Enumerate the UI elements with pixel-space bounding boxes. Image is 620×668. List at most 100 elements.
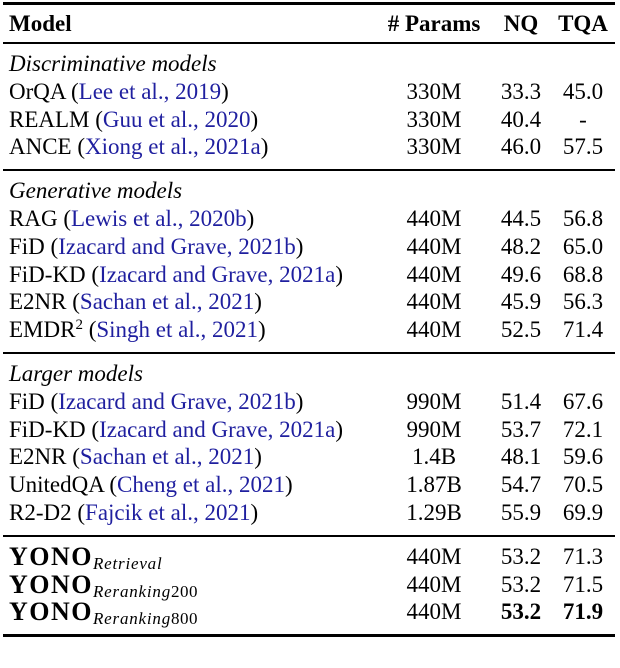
params-value: 440M — [406, 543, 462, 569]
table-row: ANCE (Xiong et al., 2021a) 330M 46.0 57.5 — [3, 133, 615, 161]
col-header-tqa: TQA — [558, 10, 608, 36]
citation-link[interactable]: Fajcik et al., 2021 — [85, 499, 251, 525]
nq-value: 53.7 — [500, 416, 542, 442]
model-name: R2-D2 — [9, 499, 72, 525]
nq-value: 49.6 — [500, 261, 542, 287]
citation-link[interactable]: Guu et al., 2020 — [102, 106, 251, 132]
model-name: REALM — [9, 106, 90, 132]
params-value: 1.87B — [406, 472, 462, 498]
tqa-value: 56.3 — [562, 289, 604, 315]
params-value: 440M — [406, 233, 462, 259]
model-name: RAG — [9, 205, 58, 231]
model-subscript-number: 200 — [171, 581, 199, 601]
citation-link[interactable]: Izacard and Grave, 2021b — [58, 388, 296, 414]
model-cell: YONORetrieval — [3, 541, 377, 573]
params-value: 440M — [406, 599, 462, 625]
model-superscript: 2 — [75, 317, 83, 334]
tqa-value: 70.5 — [562, 472, 604, 498]
citation-link[interactable]: Sachan et al., 2021 — [79, 444, 255, 470]
tqa-value: 71.5 — [562, 571, 604, 597]
tqa-value: 72.1 — [562, 416, 604, 442]
citation-link[interactable]: Lee et al., 2019 — [78, 78, 222, 104]
params-value: 1.4B — [411, 444, 457, 470]
model-subscript: Reranking — [93, 581, 172, 601]
params-value: 440M — [406, 571, 462, 597]
table-body: Discriminative models OrQA (Lee et al., 2… — [3, 44, 615, 634]
params-value: 1.29B — [406, 499, 462, 525]
table-section: Larger models FiD (Izacard and Grave, 202… — [3, 354, 615, 537]
model-name: ANCE — [9, 134, 72, 160]
table-row: FiD (Izacard and Grave, 2021b) 990M 51.4 67… — [3, 388, 615, 416]
params-value: 330M — [406, 78, 462, 104]
citation-link[interactable]: Lewis et al., 2020b — [70, 205, 247, 231]
model-cell: ANCE (Xiong et al., 2021a) — [9, 134, 269, 160]
nq-value: 53.2 — [500, 599, 542, 625]
table-row: YONORetrieval 440M 53.2 71.3 — [3, 541, 615, 573]
col-header-params: # Params — [387, 10, 481, 36]
tqa-value: 45.0 — [562, 78, 604, 104]
nq-value: 51.4 — [500, 388, 542, 414]
citation-link[interactable]: Izacard and Grave, 2021a — [99, 416, 336, 442]
model-name: E2NR — [9, 289, 67, 315]
citation-link[interactable]: Singh et al., 2021 — [96, 317, 259, 343]
citation-link[interactable]: Izacard and Grave, 2021a — [99, 261, 336, 287]
model-name: FiD — [9, 388, 45, 414]
tqa-value: 71.3 — [562, 543, 604, 569]
params-value: 440M — [406, 205, 462, 231]
nq-value: 53.2 — [500, 543, 542, 569]
nq-value: 45.9 — [500, 289, 542, 315]
section-label: Larger models — [9, 360, 143, 386]
table-section: Generative models RAG (Lewis et al., 2020… — [3, 171, 615, 354]
model-cell: OrQA (Lee et al., 2019) — [9, 78, 229, 104]
model-cell: UnitedQA (Cheng et al., 2021) — [9, 472, 293, 498]
tqa-value: 67.6 — [562, 388, 604, 414]
model-cell: E2NR (Sachan et al., 2021) — [9, 444, 262, 470]
tqa-value: 56.8 — [562, 205, 604, 231]
table-row: R2-D2 (Fajcik et al., 2021) 1.29B 55.9 69.9 — [3, 499, 615, 527]
tqa-value: 59.6 — [562, 444, 604, 470]
model-name: UnitedQA — [9, 472, 104, 498]
params-value: 440M — [406, 261, 462, 287]
model-name: FiD — [9, 233, 45, 259]
model-cell: R2-D2 (Fajcik et al., 2021) — [9, 499, 259, 525]
col-header-nq: NQ — [503, 10, 539, 36]
citation-link[interactable]: Xiong et al., 2021a — [85, 134, 261, 160]
tqa-value: 68.8 — [562, 261, 604, 287]
model-name: E2NR — [9, 444, 67, 470]
model-cell: EMDR2 (Singh et al., 2021) — [9, 317, 266, 343]
citation-link[interactable]: Sachan et al., 2021 — [79, 289, 255, 315]
model-subscript: Retrieval — [93, 553, 163, 573]
nq-value: 48.1 — [500, 444, 542, 470]
model-subscript-number: 800 — [171, 609, 199, 629]
table-row: UnitedQA (Cheng et al., 2021) 1.87B 54.7 70… — [3, 471, 615, 499]
col-header-model: Model — [9, 10, 72, 36]
model-name: FiD-KD — [9, 261, 86, 287]
citation-link[interactable]: Izacard and Grave, 2021b — [58, 233, 296, 259]
table-row: E2NR (Sachan et al., 2021) 1.4B 48.1 59.6 — [3, 443, 615, 471]
section-label: Discriminative models — [9, 51, 217, 76]
model-cell: YONOReranking200 — [3, 569, 377, 601]
section-label-row: Discriminative models — [3, 50, 615, 78]
nq-value: 52.5 — [500, 317, 542, 343]
tqa-value: 71.9 — [562, 599, 604, 625]
section-label-row: Generative models — [3, 177, 615, 205]
citation-link[interactable]: Cheng et al., 2021 — [116, 472, 285, 498]
model-name: YONO — [9, 541, 93, 571]
table-row: OrQA (Lee et al., 2019) 330M 33.3 45.0 — [3, 78, 615, 106]
params-value: 990M — [406, 416, 462, 442]
nq-value: 53.2 — [500, 571, 542, 597]
model-name: YONO — [9, 569, 93, 599]
tqa-value: 71.4 — [562, 317, 604, 343]
model-cell: YONOReranking800 — [3, 598, 377, 629]
section-label-row: Larger models — [3, 360, 615, 388]
table-section: YONORetrieval 440M 53.2 71.3 YONOReranking20… — [3, 537, 615, 634]
model-cell: RAG (Lewis et al., 2020b) — [9, 205, 255, 231]
tqa-value: 57.5 — [562, 134, 604, 160]
model-cell: REALM (Guu et al., 2020) — [9, 106, 259, 132]
nq-value: 54.7 — [500, 472, 542, 498]
model-cell: FiD (Izacard and Grave, 2021b) — [9, 233, 304, 259]
table-section: Discriminative models OrQA (Lee et al., 2… — [3, 44, 615, 172]
tqa-value: 65.0 — [562, 233, 604, 259]
model-name: EMDR — [9, 317, 76, 343]
